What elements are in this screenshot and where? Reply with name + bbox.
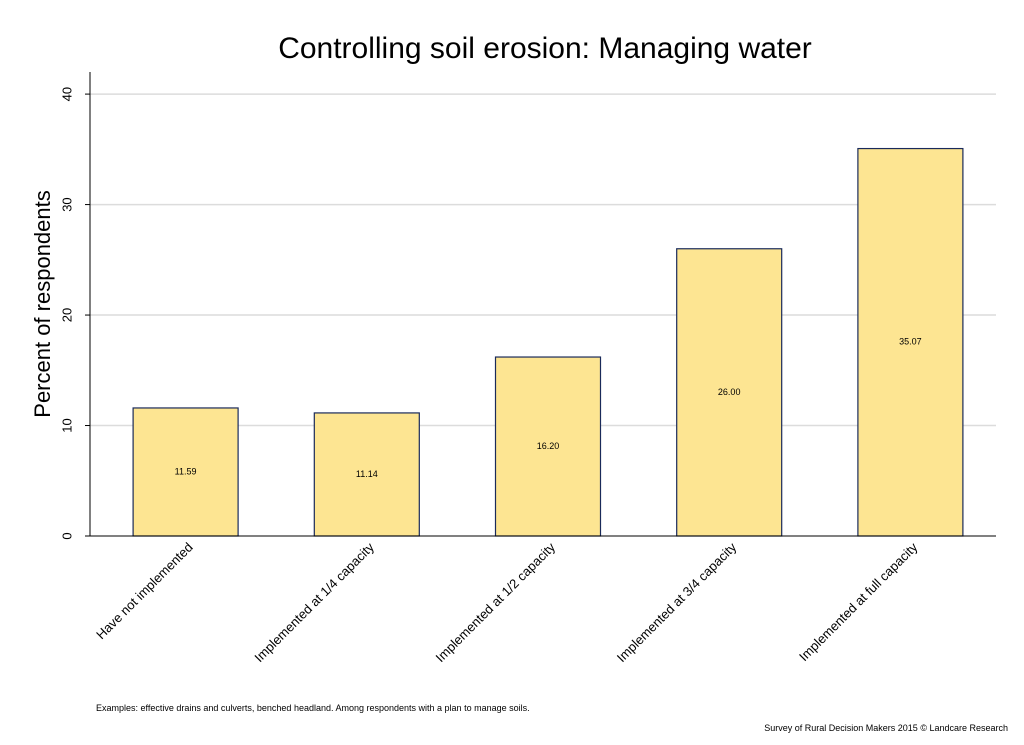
- y-tick-label-4: 40: [59, 87, 74, 101]
- data-label-2: 16.20: [537, 441, 560, 451]
- data-label-0: 11.59: [175, 466, 197, 476]
- category-label-2: Implemented at 1/2 capacity: [433, 539, 559, 665]
- bars: 11.59 11.14 16.20 26.00 35.07: [132, 147, 964, 537]
- bar-0: [132, 407, 239, 537]
- data-label-1: 11.14: [356, 469, 378, 479]
- y-tick-label-1: 10: [59, 418, 74, 432]
- source-credit: Survey of Rural Decision Makers 2015 © L…: [764, 723, 1008, 733]
- bar-3: [676, 248, 783, 537]
- y-tick-label-2: 20: [59, 308, 74, 322]
- chart-title: Controlling soil erosion: Managing water: [278, 32, 812, 65]
- x-category-labels: Have not implemented Implemented at 1/4 c…: [93, 539, 921, 665]
- category-label-4: Implemented at full capacity: [796, 539, 921, 664]
- category-label-0: Have not implemented: [93, 540, 196, 643]
- y-ticks: 0 10 20 30 40: [59, 87, 90, 540]
- y-axis-label: Percent of respondents: [30, 190, 55, 417]
- y-tick-label-0: 0: [59, 532, 74, 539]
- y-tick-label-3: 30: [59, 197, 74, 211]
- category-label-3: Implemented at 3/4 capacity: [614, 539, 740, 665]
- category-label-1: Implemented at 1/4 capacity: [251, 539, 377, 665]
- bar-2: [494, 356, 602, 537]
- data-label-3: 26.00: [718, 387, 741, 397]
- bar-4: [857, 147, 964, 537]
- axes: [89, 72, 996, 537]
- data-label-4: 35.07: [899, 337, 922, 347]
- footnote: Examples: effective drains and culverts,…: [96, 703, 530, 713]
